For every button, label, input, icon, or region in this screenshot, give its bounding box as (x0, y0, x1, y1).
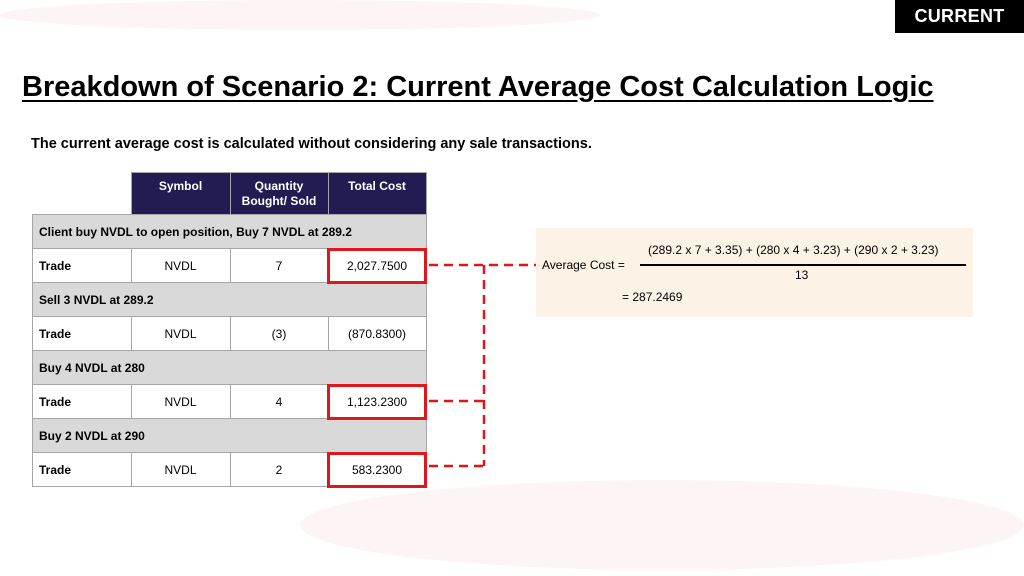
group-row: Client buy NVDL to open position, Buy 7 … (32, 214, 427, 249)
cell-symbol: NVDL (130, 384, 231, 419)
formula-label: Average Cost = (542, 258, 625, 272)
header-quantity-label: Quantity Bought/ Sold (241, 179, 317, 208)
formula-result: = 287.2469 (622, 290, 683, 304)
group-row: Buy 2 NVDL at 290 (32, 418, 427, 453)
cell-total-cost-highlighted: 1,123.2300 (327, 383, 427, 420)
cell-symbol: NVDL (130, 452, 231, 487)
cell-quantity: 7 (229, 248, 329, 283)
cell-type: Trade (32, 384, 132, 419)
cell-quantity: 2 (229, 452, 329, 487)
table-row: Trade NVDL 2 583.2300 (32, 451, 427, 488)
page-title: Breakdown of Scenario 2: Current Average… (22, 71, 934, 103)
subtitle: The current average cost is calculated w… (31, 136, 592, 152)
group-label: Client buy NVDL to open position, Buy 7 … (32, 214, 427, 249)
group-label: Buy 4 NVDL at 280 (32, 350, 427, 385)
header-symbol: Symbol (130, 172, 231, 215)
cell-total-cost-highlighted: 583.2300 (327, 451, 427, 488)
current-badge: CURRENT (895, 0, 1024, 33)
fraction-bar (640, 264, 966, 266)
formula-denominator: 13 (795, 268, 809, 282)
cell-total-cost: (870.8300) (327, 316, 427, 351)
formula-numerator: (289.2 x 7 + 3.35) + (280 x 4 + 3.23) + … (648, 243, 939, 257)
cell-type: Trade (32, 452, 132, 487)
cell-type: Trade (32, 316, 132, 351)
table-row: Trade NVDL 4 1,123.2300 (32, 383, 427, 420)
formula-box: Average Cost = (289.2 x 7 + 3.35) + (280… (536, 228, 973, 317)
cell-quantity: 4 (229, 384, 329, 419)
table-row: Trade NVDL 7 2,027.7500 (32, 247, 427, 284)
transactions-table: Symbol Quantity Bought/ Sold Total Cost … (32, 172, 427, 488)
group-row: Sell 3 NVDL at 289.2 (32, 282, 427, 317)
group-label: Buy 2 NVDL at 290 (32, 418, 427, 453)
cell-symbol: NVDL (130, 316, 231, 351)
group-label: Sell 3 NVDL at 289.2 (32, 282, 427, 317)
group-row: Buy 4 NVDL at 280 (32, 350, 427, 385)
table-row: Trade NVDL (3) (870.8300) (32, 316, 427, 351)
cell-total-cost-highlighted: 2,027.7500 (327, 247, 427, 284)
header-quantity: Quantity Bought/ Sold (229, 172, 329, 215)
